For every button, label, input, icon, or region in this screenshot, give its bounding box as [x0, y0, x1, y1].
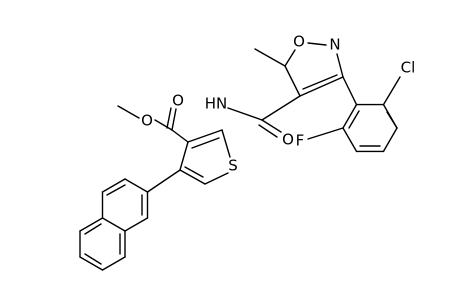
atom-label: O	[172, 92, 184, 110]
atom-label: F	[296, 132, 305, 150]
atom-label: N	[329, 36, 340, 54]
atom-label: S	[228, 157, 238, 175]
atom-labels: O O HN S O N Cl O F	[141, 33, 415, 175]
atom-label: O	[282, 131, 294, 149]
atom-label: O	[141, 112, 153, 130]
atom-label: O	[293, 33, 305, 51]
bonds	[79, 42, 401, 271]
atom-label: HN	[205, 95, 228, 113]
atom-label: Cl	[401, 59, 416, 77]
